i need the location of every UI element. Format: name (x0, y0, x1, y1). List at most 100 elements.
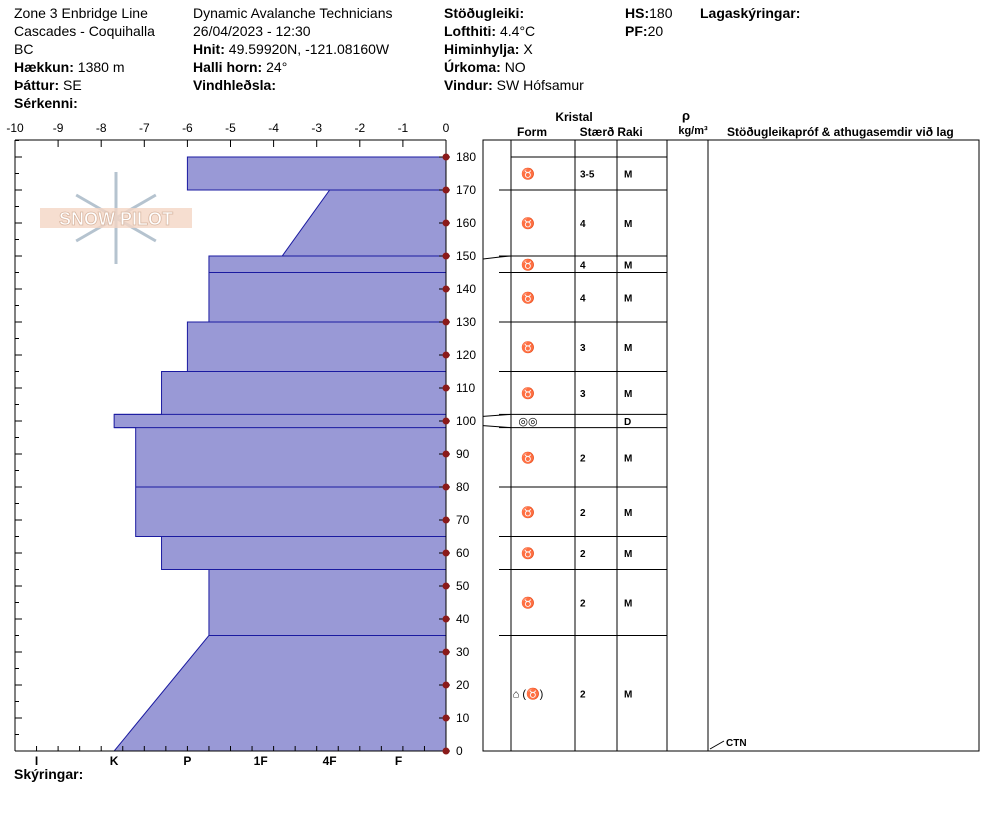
precip-value: NO (504, 59, 526, 75)
layer-table: Kristal Form Stærð Raki ρ kg/m³ Stöðugleikapró… (482, 108, 980, 752)
x-tick-label: 0 (443, 121, 450, 135)
grain-size: 2 (580, 508, 586, 519)
size-header: Stærð (580, 125, 615, 139)
moisture: M (624, 453, 632, 464)
elevation-label: Hækkun: (14, 59, 74, 75)
grain-form: ⌂ (♉) (513, 687, 544, 700)
hardness-label: 1F (254, 754, 268, 768)
sky-label: Himinhylja: (444, 41, 520, 57)
y-tick-label: 90 (456, 447, 470, 461)
grain-size: 4 (580, 219, 586, 230)
x-tick-label: -2 (354, 121, 365, 135)
grain-form: ♉ (521, 506, 535, 519)
grain-size: 2 (580, 453, 586, 464)
y-tick-dot (442, 450, 450, 458)
layer-notes-block: Lagaskýringar: (700, 4, 800, 22)
x-tick-label: -7 (139, 121, 150, 135)
observation-block: Dynamic Avalanche Technicians 26/04/2023… (193, 4, 393, 94)
moisture: M (624, 599, 632, 610)
legend: Skýringar: (14, 765, 83, 783)
moisture: M (624, 293, 632, 304)
hardness-label: I (35, 754, 38, 768)
y-tick-dot (442, 318, 450, 326)
y-tick-dot (442, 186, 450, 194)
elevation-value: 1380 m (77, 59, 125, 75)
y-tick-dot (442, 747, 450, 755)
grain-form: ♉ (521, 597, 535, 610)
hardness-area (113, 156, 447, 752)
y-tick-label: 160 (456, 216, 476, 230)
y-tick-label: 40 (456, 612, 470, 626)
y-tick-label: 120 (456, 348, 476, 362)
grain-form: ♉ (521, 547, 535, 560)
y-tick-label: 80 (456, 480, 470, 494)
wind-label: Vindur: (444, 77, 493, 93)
y-tick-dot (442, 714, 450, 722)
pf-label: PF: (625, 23, 648, 39)
layer-notes-label: Lagaskýringar: (700, 5, 801, 21)
y-tick-dot (442, 153, 450, 161)
wind-loading: Vindhleðsla: (193, 76, 393, 94)
grain-size: 3 (580, 389, 586, 400)
y-tick-label: 170 (456, 183, 476, 197)
moisture: M (624, 549, 632, 560)
y-tick-label: 180 (456, 150, 476, 164)
layer-connector (482, 425, 512, 429)
moisture: M (624, 219, 632, 230)
y-tick-label: 100 (456, 414, 476, 428)
grain-form: ♉ (521, 168, 535, 181)
x-tick-label: -8 (96, 121, 107, 135)
y-tick-dot (442, 516, 450, 524)
moisture: M (624, 689, 632, 700)
elevation: Hækkun: 1380 m (14, 58, 155, 76)
moisture: M (624, 343, 632, 354)
moisture: M (624, 389, 632, 400)
y-tick-dot (442, 252, 450, 260)
moisture: D (624, 417, 631, 428)
y-tick-label: 20 (456, 678, 470, 692)
pf-value: 20 (647, 23, 664, 39)
y-tick-label: 70 (456, 513, 470, 527)
y-tick-label: 30 (456, 645, 470, 659)
y-tick-dot (442, 483, 450, 491)
y-tick-dot (442, 549, 450, 557)
location-line1: Zone 3 Enbridge Line (14, 5, 148, 21)
grain-form: ♉ (521, 451, 535, 464)
location-line2: Cascades - Coquihalla (14, 23, 155, 39)
layer-connector (482, 413, 512, 417)
crystal-header: Kristal (555, 110, 592, 124)
grain-size: 2 (580, 689, 586, 700)
grain-form: ♉ (521, 291, 535, 304)
y-tick-dot (442, 285, 450, 293)
y-tick-dot (442, 219, 450, 227)
table-border (482, 139, 980, 752)
moisture: M (624, 508, 632, 519)
y-tick-label: 140 (456, 282, 476, 296)
watermark-text: SNOW PILOT (59, 209, 173, 229)
y-tick-label: 0 (456, 744, 463, 758)
y-tick-dot (442, 384, 450, 392)
tests-header: Stöðugleikapróf & athugasemdir við lag (727, 125, 954, 139)
hs-label: HS: (625, 5, 650, 21)
coords-value: 49.59920N, -121.08160W (228, 41, 390, 57)
y-tick-dot (442, 648, 450, 656)
precipitation: Úrkoma: NO (444, 58, 584, 76)
hardness-profile (113, 156, 447, 752)
wind: Vindur: SW Hófsamur (444, 76, 584, 94)
form-header: Form (517, 125, 547, 139)
sky-value: X (523, 41, 533, 57)
grain-form: ♉ (521, 258, 535, 271)
air-temp-value: 4.4°C (499, 23, 536, 39)
coordinates: Hnit: 49.59920N, -121.08160W (193, 40, 393, 58)
y-tick-label: 10 (456, 711, 470, 725)
grain-size: 2 (580, 549, 586, 560)
y-tick-dot (442, 582, 450, 590)
x-tick-label: -9 (53, 121, 64, 135)
hardness-label: K (110, 754, 119, 768)
hardness-label: F (395, 754, 402, 768)
grain-size: 4 (580, 293, 586, 304)
moisture: M (624, 260, 632, 271)
x-tick-label: -5 (225, 121, 236, 135)
coords-label: Hnit: (193, 41, 225, 57)
